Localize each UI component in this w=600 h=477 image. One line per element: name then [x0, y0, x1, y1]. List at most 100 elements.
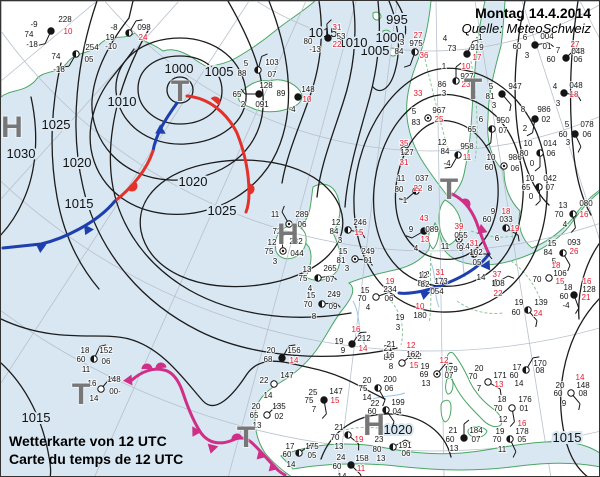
wind-barb-tick — [570, 227, 576, 233]
isobar-label: 1020 — [384, 422, 413, 437]
station-value: 22 — [260, 376, 269, 385]
front-warm — [185, 94, 255, 214]
landmass — [301, 183, 341, 281]
station-value: 9 — [459, 244, 464, 253]
station-value: 13 — [335, 442, 344, 451]
station-value: 20 — [267, 346, 276, 355]
country-border — [510, 260, 542, 302]
front-semicircle — [210, 96, 221, 106]
station-value-red: 31 — [333, 23, 342, 32]
wind-barb-tick — [575, 47, 583, 50]
station-value: 01 — [543, 42, 552, 51]
cloud-cover-symbol — [294, 93, 302, 101]
station-value-red: 16 — [583, 277, 592, 286]
station-value: 70 — [358, 294, 367, 303]
station-value: 80 — [304, 37, 313, 46]
station-value: 5 — [552, 257, 557, 266]
island — [440, 399, 452, 423]
station-value: 06 — [547, 149, 556, 158]
station-value-red: 18 — [570, 90, 579, 99]
station-value: 6 — [479, 115, 484, 124]
station-value: 12 — [332, 218, 341, 227]
landmass — [238, 79, 303, 113]
station-value: 13 — [450, 444, 459, 453]
station-value: 14 — [287, 460, 296, 469]
high-pressure-center: H — [363, 409, 385, 442]
meridian-line — [474, 1, 552, 476]
station-value-red: 39 — [455, 222, 464, 231]
isobar — [1, 362, 52, 476]
center-dot — [426, 116, 430, 120]
station-value: 60 — [483, 215, 492, 224]
station-value: 08 — [536, 366, 545, 375]
station-value: 06 — [511, 164, 520, 173]
station-value: 6 — [495, 234, 500, 243]
front-cold — [151, 101, 179, 153]
station-value: -18 — [53, 65, 65, 74]
station-value: 14 — [515, 379, 524, 388]
island — [445, 377, 454, 395]
wind-barb-tick — [455, 62, 462, 68]
station-value-red: 19 — [355, 435, 364, 444]
station-value-red: 13 — [421, 235, 430, 244]
station-value: 14 — [363, 393, 372, 402]
landmass — [382, 29, 392, 39]
station-value: 080 — [579, 199, 593, 208]
meridian-line — [435, 1, 445, 476]
station-value: 054 — [430, 287, 444, 296]
station-value: 74 — [25, 30, 34, 39]
station-value: 7 — [556, 46, 561, 55]
station-value: 3 — [525, 51, 530, 60]
station-value: 8 — [312, 312, 317, 321]
station-plot: 106 70 15 18 — [532, 260, 569, 287]
wind-barb-tick — [281, 232, 287, 238]
half-cover — [90, 355, 94, 363]
station-value: 0 — [529, 192, 534, 201]
station-plot: 12 282 75 044 3 — [264, 232, 305, 267]
parallel-line — [1, 180, 599, 352]
station-value: 14 — [90, 394, 99, 403]
station-value: 70 — [493, 435, 502, 444]
front-warm — [113, 149, 155, 203]
station-value: 986 — [537, 105, 551, 114]
isobar-label: 1025 — [42, 117, 71, 132]
front-semicircle — [128, 181, 138, 192]
isobar-label: 995 — [386, 12, 408, 27]
cloud-cover-symbol — [47, 27, 55, 35]
half-cover — [389, 443, 393, 451]
station-value: 60 — [559, 130, 568, 139]
station-plot: 254 74 05 -18 — [51, 42, 101, 75]
station-value: 75 — [265, 247, 274, 256]
station-value-red: 31 — [436, 268, 445, 277]
half-cover — [470, 250, 474, 258]
station-value: 14 — [264, 391, 273, 400]
station-value: 60 — [368, 407, 377, 416]
station-value: 5 — [489, 82, 494, 91]
station-value: 11 — [397, 174, 406, 183]
station-value: -13 — [309, 45, 321, 54]
station-value: 88 — [238, 69, 247, 78]
station-value: 06 — [102, 357, 111, 366]
low-pressure-center: T — [72, 378, 90, 411]
isobar — [353, 67, 548, 313]
station-value: 4 — [443, 34, 448, 43]
station-value: 07 — [268, 70, 277, 79]
front-line — [185, 94, 251, 214]
isobar-label: 1025 — [208, 203, 237, 218]
station-value: 05 — [473, 258, 482, 267]
half-cover — [318, 300, 322, 308]
wind-barb-tick — [517, 234, 520, 242]
station-value: 3 — [442, 89, 447, 98]
cloud-cover-symbol — [400, 146, 408, 154]
station-value: 147 — [280, 371, 294, 380]
station-plot: 15 093 84 26 5 — [543, 237, 582, 272]
station-value: 254 — [85, 43, 99, 52]
river — [352, 300, 366, 346]
wind-barb-tick — [403, 64, 411, 68]
